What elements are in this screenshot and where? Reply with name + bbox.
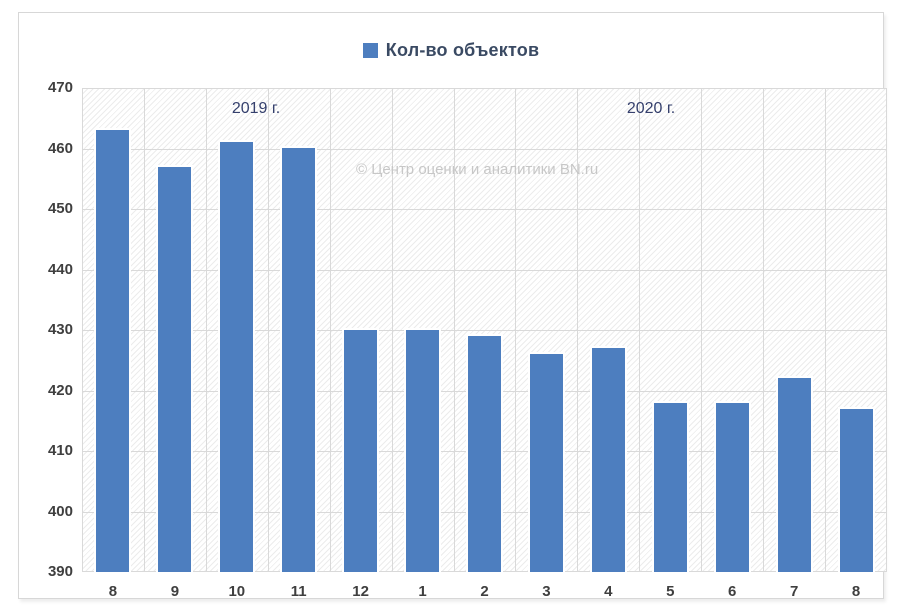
gridline-vertical (763, 88, 764, 572)
bar (406, 330, 439, 572)
y-tick-label: 430 (47, 321, 73, 338)
gridline-horizontal (82, 330, 887, 331)
gridline-horizontal (82, 209, 887, 210)
y-tick-label: 400 (47, 502, 73, 520)
gridline-vertical (330, 88, 331, 572)
gridline-vertical (639, 88, 640, 572)
x-tick-label: 4 (604, 583, 613, 600)
year-annotation-2020: 2020 г. (626, 100, 676, 117)
bar (158, 167, 191, 572)
y-tick-label: 390 (47, 563, 73, 580)
x-tick-label: 1 (418, 583, 427, 600)
gridline-vertical (392, 88, 393, 572)
gridline-horizontal (82, 148, 887, 150)
gridline-horizontal (82, 269, 887, 271)
bar (840, 409, 873, 572)
gridline-vertical (206, 88, 207, 572)
y-tick-label: 460 (47, 139, 73, 157)
year-annotation-2019: 2019 г. (231, 100, 281, 117)
x-tick-label: 3 (542, 583, 551, 600)
y-tick-label: 440 (47, 260, 73, 278)
gridline-vertical (82, 88, 83, 572)
bar (468, 336, 501, 572)
gridline-vertical (577, 88, 578, 572)
bar (592, 348, 625, 572)
bar (96, 130, 129, 572)
x-tick-label: 2 (480, 583, 489, 600)
legend-label: Кол-во объектов (385, 40, 540, 60)
gridline-vertical (825, 88, 826, 572)
y-tick-label: 470 (47, 79, 73, 96)
chart-frame: Кол-во объектов 390 400 410 420 430 440 450 460… (18, 12, 887, 600)
bar (344, 330, 377, 572)
x-tick-label: 12 (352, 583, 369, 600)
plot-area (82, 88, 887, 572)
gridline-vertical (701, 88, 702, 572)
x-tick-label: 11 (290, 583, 307, 600)
gridline-vertical (886, 88, 887, 572)
bar (530, 354, 563, 572)
legend-marker-swatch (362, 43, 378, 58)
gridline-horizontal (82, 88, 887, 89)
legend: Кол-во объектов (19, 40, 883, 61)
x-tick-label: 8 (851, 583, 861, 600)
x-tick-label: 8 (108, 583, 118, 600)
x-tick-label: 9 (170, 583, 180, 600)
y-tick-label: 450 (47, 200, 73, 217)
x-tick-label: 6 (728, 583, 737, 600)
x-tick-label: 5 (666, 583, 675, 600)
gridline-vertical (515, 88, 516, 572)
bar (282, 148, 315, 572)
bar (654, 403, 687, 572)
y-tick-label: 410 (47, 442, 73, 459)
gridline-vertical (144, 88, 145, 572)
gridline-vertical (454, 88, 455, 572)
bar (778, 378, 811, 572)
y-tick-label: 420 (47, 381, 73, 399)
bar (220, 142, 253, 572)
gridline-vertical (268, 88, 269, 572)
x-tick-label: 10 (228, 583, 246, 600)
bar (716, 403, 749, 572)
watermark: © Центр оценки и аналитики BN.ru (356, 161, 599, 178)
x-tick-label: 7 (789, 583, 799, 600)
